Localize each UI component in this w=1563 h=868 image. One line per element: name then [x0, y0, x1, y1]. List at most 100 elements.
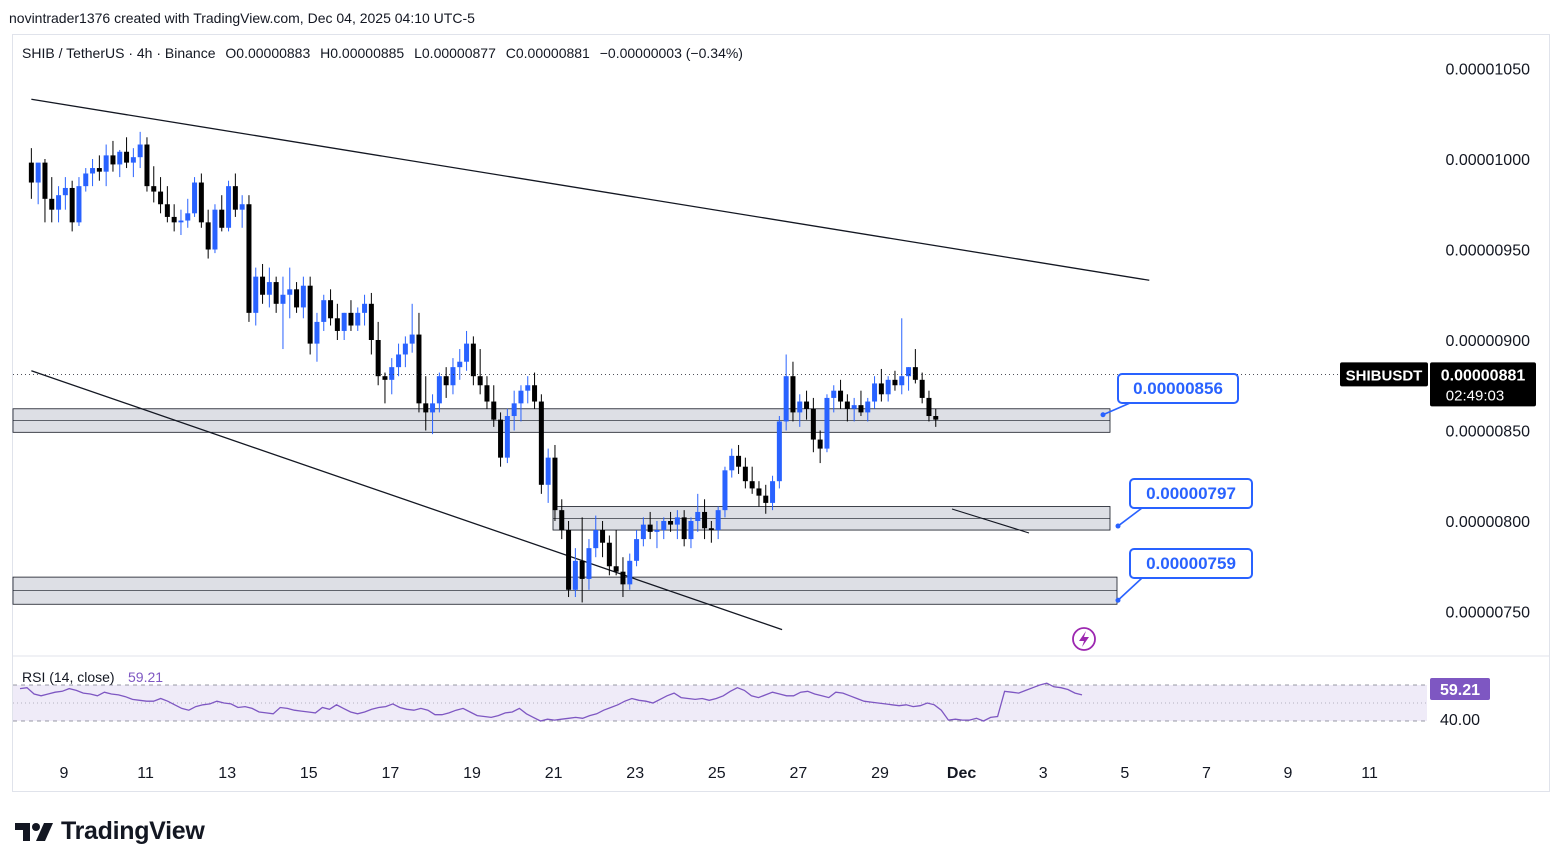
- alert-icon[interactable]: [1072, 627, 1096, 651]
- candle-body: [164, 204, 170, 217]
- candle-body: [192, 182, 198, 214]
- candle-body: [470, 343, 476, 377]
- chart-caption: novintrader1376 created with TradingView…: [9, 10, 475, 26]
- trendline-lower-channel: [31, 370, 783, 631]
- tradingview-logo-icon: [15, 822, 53, 841]
- candle-body: [430, 403, 436, 413]
- y-tick-label: 0.00000900: [1445, 333, 1530, 350]
- candle-body: [110, 155, 116, 165]
- candle-body: [729, 455, 735, 471]
- candle-body: [838, 390, 844, 402]
- tradingview-logo[interactable]: TradingView: [15, 817, 205, 846]
- candle-body: [627, 560, 633, 585]
- candle-body: [212, 209, 218, 250]
- candle-body: [715, 510, 721, 531]
- candle-body: [613, 566, 619, 572]
- candle-body: [783, 376, 789, 422]
- zone-callout-box: [1117, 373, 1239, 404]
- y-tick-label: 0.00001050: [1445, 62, 1530, 79]
- candle-body: [681, 517, 687, 540]
- candle-body: [477, 376, 483, 386]
- candle-body: [661, 521, 667, 531]
- candle-body: [647, 524, 653, 532]
- candle-body: [300, 285, 306, 308]
- candle-body: [933, 416, 939, 420]
- candle-body: [708, 528, 714, 531]
- alert-icon-ring: [1072, 627, 1096, 651]
- symbol-line: SHIB / TetherUS · 4h · Binance: [22, 45, 216, 61]
- candle-body: [103, 155, 109, 172]
- price-tag: SHIBUSDT 0.00000881 02:49:03: [1340, 362, 1536, 407]
- candle-body: [566, 530, 572, 590]
- callout-leader: [1102, 402, 1131, 416]
- candle-body: [307, 285, 313, 344]
- candle-body: [389, 367, 395, 380]
- candle-body: [742, 466, 748, 482]
- zone-callout-box: [1129, 548, 1253, 579]
- rsi-legend-value: 59.21: [128, 669, 163, 685]
- callout-anchor: [1115, 523, 1121, 529]
- candle-body: [634, 539, 640, 561]
- x-tick-label: 27: [790, 765, 808, 782]
- y-axis: 0.00001050 0.00001000 0.00000950 0.00000900…: [1445, 62, 1530, 622]
- candle-body: [878, 383, 884, 395]
- candle-body: [117, 151, 123, 165]
- candle-body: [158, 191, 164, 205]
- candle-body: [559, 510, 565, 531]
- rsi-line: [19, 682, 1083, 722]
- candle-body: [273, 282, 279, 304]
- candle-body: [266, 282, 272, 295]
- candle-body: [919, 379, 925, 398]
- candle-body: [600, 530, 606, 543]
- candle-body: [484, 385, 490, 402]
- candle-body: [674, 517, 680, 525]
- candle-body: [865, 401, 871, 413]
- candle-body: [83, 173, 89, 187]
- candle-body: [185, 213, 191, 221]
- rsi-level-label: 40.00: [1440, 712, 1480, 729]
- x-axis: 9 11 13 15 17 19 21 23 25 27 29 Dec 3 5 7 9 11: [60, 765, 1378, 782]
- candle-body: [178, 220, 184, 223]
- candle-body: [504, 416, 510, 458]
- candle-body: [906, 367, 912, 377]
- candle-body: [640, 524, 646, 540]
- candle-body: [797, 401, 803, 413]
- candle-body: [28, 162, 34, 183]
- candle-body: [409, 334, 415, 344]
- candle-body: [844, 401, 850, 409]
- candle-body: [579, 560, 585, 579]
- candle-body: [219, 209, 225, 228]
- x-tick-label: 7: [1202, 765, 1211, 782]
- candle-body: [464, 343, 470, 362]
- candle-body: [35, 162, 41, 183]
- candle-body: [362, 303, 368, 313]
- candle-body: [688, 521, 694, 540]
- y-tick-label: 0.00001000: [1445, 152, 1530, 169]
- candle-body: [810, 408, 816, 440]
- candle-body: [804, 401, 810, 409]
- rsi-badge-value: 59.21: [1440, 682, 1480, 699]
- candle-body: [314, 321, 320, 344]
- candle-body: [42, 162, 48, 199]
- candle-body: [654, 530, 660, 532]
- x-tick-label: 11: [1361, 765, 1378, 782]
- candle-body: [144, 144, 150, 187]
- x-tick-label: 19: [463, 765, 481, 782]
- candle-body: [620, 571, 626, 585]
- symbol-tag-label: SHIBUSDT: [1346, 367, 1423, 384]
- candle-body: [69, 187, 75, 223]
- support-zones: [12, 408, 1118, 605]
- trendline-upper-channel: [31, 98, 1150, 281]
- zone-callouts: 0.00000856 0.00000797 0.00000759: [1100, 373, 1253, 603]
- candle-body: [341, 312, 347, 331]
- candle-body: [436, 376, 442, 404]
- zone-callout-label: 0.00000759: [1146, 554, 1236, 573]
- candle-body: [899, 376, 905, 386]
- callout-anchor: [1100, 412, 1106, 418]
- countdown-timer: 02:49:03: [1446, 387, 1504, 404]
- candle-body: [851, 405, 857, 409]
- candle-body: [892, 379, 898, 386]
- zone-callout-label: 0.00000797: [1146, 484, 1236, 503]
- x-tick-label: 11: [137, 765, 154, 782]
